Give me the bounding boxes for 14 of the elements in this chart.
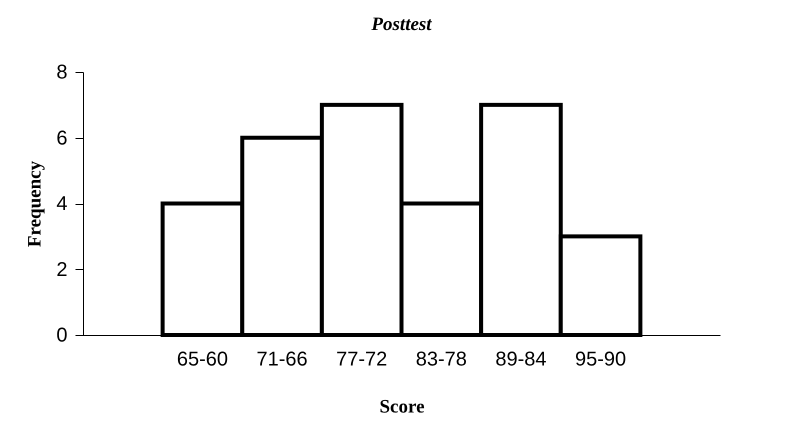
x-tick-label: 89-84: [495, 348, 547, 370]
y-tick-label: 0: [56, 324, 68, 346]
x-tick-label: 77-72: [336, 348, 388, 370]
x-tick-label: 95-90: [574, 348, 626, 370]
y-tick-label: 6: [56, 127, 68, 150]
x-tick-label: 65-60: [176, 348, 228, 370]
y-tick-label: 8: [56, 62, 68, 84]
x-tick-label: 83-78: [416, 348, 467, 370]
x-axis-title: Score: [379, 396, 425, 418]
y-tick-label: 4: [56, 193, 68, 215]
y-axis-title: Frequency: [24, 160, 46, 248]
y-tick-label: 2: [56, 258, 68, 281]
x-tick-label: 71-66: [256, 348, 308, 370]
chart-title: Posttest: [370, 14, 432, 35]
